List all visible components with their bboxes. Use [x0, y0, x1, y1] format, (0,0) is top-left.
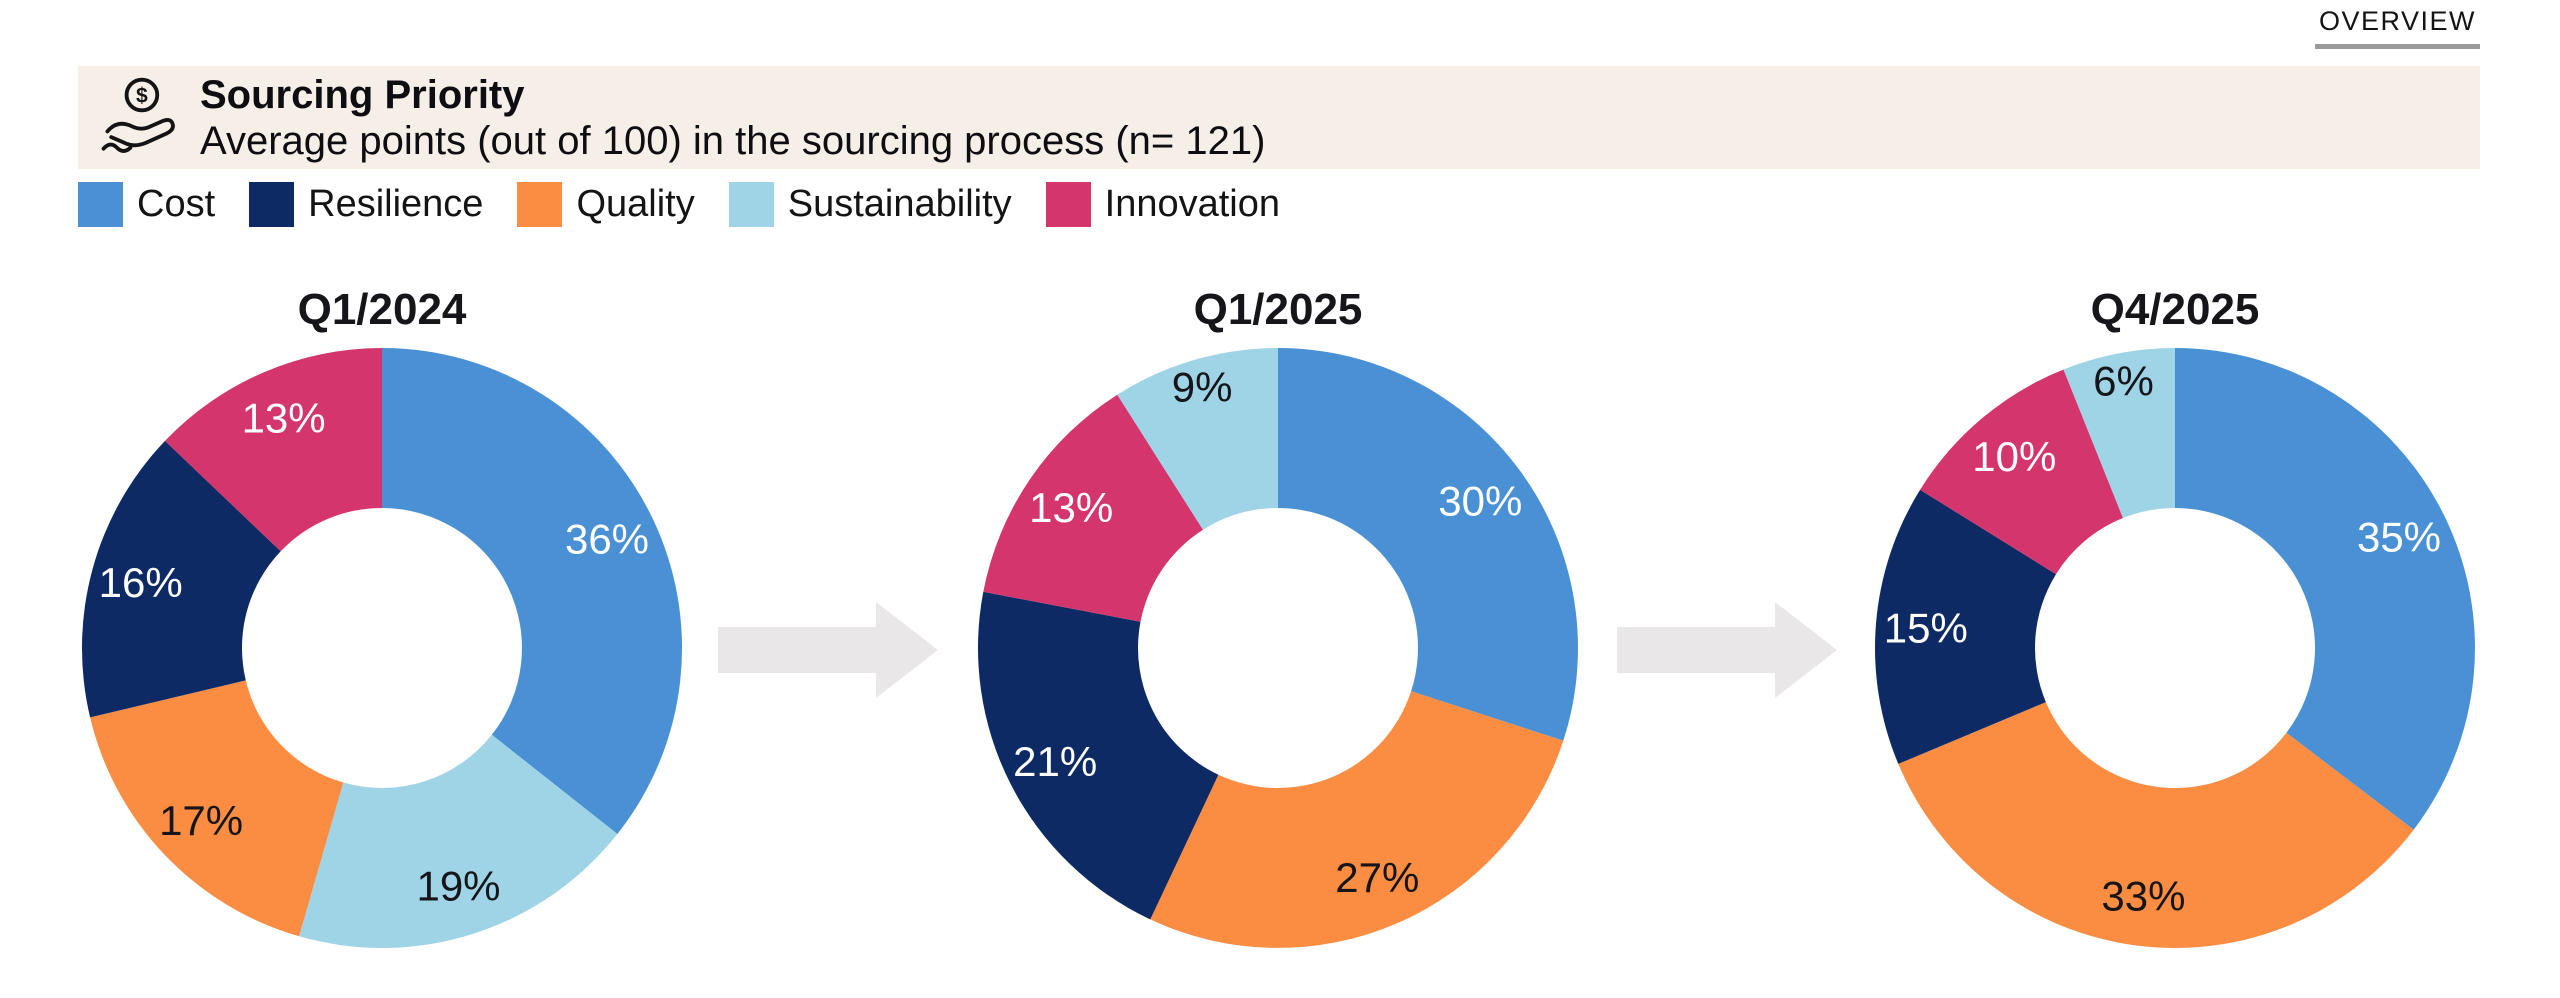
slice-value-label: 9%: [1172, 363, 1233, 410]
legend-swatch-innovation: [1045, 182, 1091, 227]
slice-value-label: 30%: [1438, 478, 1522, 525]
donut-slice-innovation: [983, 394, 1203, 622]
slice-value-label: 16%: [99, 559, 183, 606]
donut-slice-quality: [90, 680, 344, 937]
legend-swatch-resilience: [249, 182, 295, 227]
donut-slice-sustainability: [299, 734, 618, 948]
svg-text:$: $: [136, 84, 148, 107]
slice-value-label: 15%: [1884, 605, 1968, 652]
donut-slice-innovation: [1920, 369, 2123, 575]
slice-value-label: 17%: [159, 797, 243, 844]
transition-arrow-icon: [718, 602, 938, 698]
legend-label: Innovation: [1104, 183, 1281, 225]
hand-coin-icon: $: [101, 77, 175, 153]
donut-chart-q1-2025: Q1/2025 30% 27% 21% 13% 9%: [978, 285, 1578, 948]
legend-label: Sustainability: [787, 183, 1012, 225]
slice-value-label: 35%: [2357, 514, 2441, 561]
donut-chart-title: Q4/2025: [2091, 285, 2260, 334]
donut-slice-cost: [1278, 348, 1578, 741]
donut-chart-title: Q1/2025: [1194, 285, 1363, 334]
donut-slice-innovation: [165, 348, 382, 552]
donut-slice-cost: [382, 348, 683, 834]
legend-swatch-quality: [517, 182, 563, 227]
header-text: Sourcing Priority Average points (out of…: [200, 72, 1265, 164]
donut-slice-resilience: [81, 440, 281, 718]
legend-item-resilience: Resilience: [249, 182, 483, 227]
donut-slice-resilience: [1875, 489, 2056, 764]
slice-value-label: 27%: [1335, 854, 1419, 901]
legend-label: Resilience: [308, 183, 484, 225]
donut-slice-sustainability: [1117, 348, 1278, 530]
donut-chart-q1-2024: Q1/2024 36% 19% 17% 16% 13%: [81, 285, 683, 948]
page-title: Sourcing Priority: [200, 72, 525, 117]
legend-swatch-sustainability: [728, 182, 774, 227]
donut-chart-title: Q1/2024: [298, 285, 467, 334]
transition-arrow-icon: [1617, 602, 1837, 698]
header-band: $ Sourcing Priority Average points (out …: [78, 66, 2480, 169]
slice-value-label: 33%: [2101, 873, 2185, 920]
legend-swatch-cost: [78, 182, 123, 227]
page-subtitle: Average points (out of 100) in the sourc…: [200, 118, 1266, 163]
legend-label: Cost: [137, 183, 216, 225]
slice-value-label: 10%: [1972, 433, 2056, 480]
legend-item-sustainability: Sustainability: [728, 182, 1012, 227]
slice-value-label: 36%: [565, 516, 649, 563]
slice-value-label: 13%: [242, 395, 326, 442]
slice-value-label: 13%: [1029, 484, 1113, 531]
donut-slice-resilience: [978, 591, 1219, 920]
legend-item-quality: Quality: [517, 182, 695, 227]
slice-value-label: 21%: [1013, 738, 1097, 785]
chart-legend: Cost Resilience Quality Sustainability Innov…: [78, 182, 1280, 227]
donut-slice-quality: [1898, 702, 2414, 948]
legend-label: Quality: [576, 183, 695, 225]
donut-slice-cost: [2175, 348, 2475, 830]
donut-chart-q4-2025: Q4/2025 35% 33% 15% 10% 6%: [1875, 285, 2475, 948]
overview-tab[interactable]: OVERVIEW: [2314, 6, 2480, 49]
slice-value-label: 6%: [2093, 357, 2154, 404]
donut-slice-quality: [1150, 691, 1564, 948]
donut-slice-sustainability: [2063, 348, 2175, 518]
legend-item-innovation: Innovation: [1045, 182, 1281, 227]
legend-item-cost: Cost: [78, 182, 215, 227]
slice-value-label: 19%: [416, 863, 500, 910]
